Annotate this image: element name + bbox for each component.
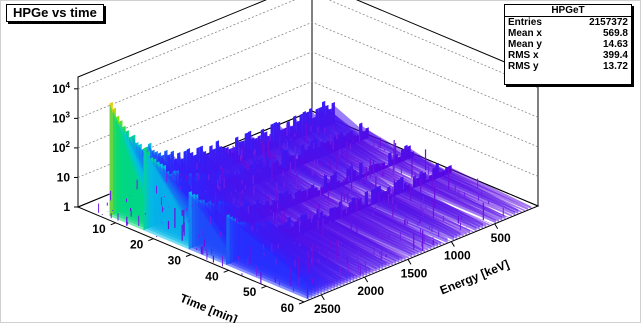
lego-bar-side bbox=[240, 166, 286, 210]
time-tick-label: 50 bbox=[243, 285, 257, 299]
energy-axis-label: Energy [keV] bbox=[438, 257, 511, 297]
lego-bar-side bbox=[331, 103, 366, 140]
time-tick bbox=[148, 238, 154, 242]
stats-box: HPGeT Entries 2157372 Mean x 569.8 Mean … bbox=[504, 4, 632, 85]
time-tick-label: 10 bbox=[92, 222, 106, 236]
stats-row-rms-y: RMS y 13.72 bbox=[505, 61, 631, 72]
energy-tick-label: 2000 bbox=[357, 284, 384, 298]
lego-bar-side bbox=[333, 173, 372, 206]
lego-bar-side bbox=[419, 172, 503, 221]
lego-bar-side bbox=[429, 175, 512, 217]
chart-title: HPGe vs time bbox=[6, 4, 104, 22]
lego-bar-side bbox=[310, 140, 357, 181]
lego-bar-side bbox=[188, 192, 227, 266]
stats-label: Mean y bbox=[508, 39, 542, 50]
grid-line-z bbox=[77, 0, 539, 90]
lego-bar-side bbox=[322, 102, 356, 144]
energy-tick-label: 1000 bbox=[444, 249, 471, 263]
lego-bar-side bbox=[435, 164, 519, 215]
lego-bar-side bbox=[346, 133, 392, 166]
stats-value: 569.8 bbox=[602, 28, 628, 39]
lego-bar-side bbox=[275, 161, 321, 196]
grid-line-z bbox=[77, 21, 539, 119]
lego-bar-side bbox=[359, 163, 397, 196]
stats-label: Entries bbox=[508, 17, 542, 28]
time-tick-label: 30 bbox=[168, 254, 182, 268]
stats-row-rms-x: RMS x 399.4 bbox=[505, 50, 631, 61]
energy-tick bbox=[364, 276, 369, 283]
stats-value: 2157372 bbox=[589, 17, 628, 28]
z-tick-label: 102 bbox=[52, 140, 70, 155]
lego-bar-side bbox=[316, 209, 400, 263]
lego-bar-side bbox=[348, 202, 432, 250]
lego-bar-side bbox=[396, 180, 480, 230]
lego-bar-side bbox=[401, 149, 439, 178]
lego-bar-side bbox=[349, 131, 395, 165]
lego-bar-side bbox=[339, 201, 422, 254]
energy-tick bbox=[494, 223, 499, 230]
lego-bar-side bbox=[281, 151, 328, 193]
lego-bar-side bbox=[413, 176, 496, 224]
time-tick-label: 60 bbox=[281, 301, 295, 315]
lego-bar-side bbox=[381, 163, 420, 186]
lego-bar-side bbox=[330, 141, 376, 173]
z-tick-label: 10 bbox=[57, 170, 71, 184]
lego-bar-side bbox=[388, 153, 426, 184]
stats-value: 14.63 bbox=[602, 39, 628, 50]
time-tick bbox=[110, 222, 116, 226]
stats-label: Mean x bbox=[508, 28, 542, 39]
lego-bar-side bbox=[329, 208, 413, 258]
stats-label: RMS y bbox=[508, 61, 539, 72]
energy-tick-label: 500 bbox=[491, 231, 511, 245]
stats-row-entries: Entries 2157372 bbox=[505, 17, 631, 28]
stats-row-mean-x: Mean x 569.8 bbox=[505, 28, 631, 39]
energy-tick-label: 2500 bbox=[314, 302, 341, 316]
lego-bar-side bbox=[143, 148, 189, 250]
grid-line-z bbox=[77, 81, 539, 178]
time-tick-label: 20 bbox=[130, 238, 144, 252]
energy-tick bbox=[320, 294, 325, 301]
lego-bar-side bbox=[378, 164, 417, 188]
lego-bar-side bbox=[371, 190, 455, 241]
stats-label: RMS x bbox=[508, 50, 539, 61]
lego-bar-side bbox=[109, 103, 144, 231]
time-tick-label: 40 bbox=[205, 269, 219, 283]
stats-row-mean-y: Mean y 14.63 bbox=[505, 39, 631, 50]
lego-bar-side bbox=[432, 168, 516, 216]
time-tick bbox=[223, 269, 229, 273]
lego-bar-side bbox=[339, 132, 386, 169]
lego-bar-side bbox=[333, 137, 379, 172]
lego-bar-side bbox=[445, 167, 529, 211]
energy-tick bbox=[450, 241, 455, 247]
z-tick-label: 103 bbox=[52, 110, 70, 125]
stats-value: 13.72 bbox=[602, 61, 628, 72]
time-tick bbox=[185, 254, 192, 257]
time-tick bbox=[298, 301, 305, 305]
stats-name: HPGeT bbox=[505, 5, 631, 17]
lego-bar-side bbox=[365, 128, 411, 159]
grid-line-z bbox=[77, 51, 539, 149]
lego-bar-side bbox=[359, 123, 405, 161]
time-axis-label: Time [min] bbox=[178, 291, 239, 323]
z-tick-label: 104 bbox=[52, 81, 70, 96]
lego-bar-side bbox=[226, 215, 310, 300]
energy-tick bbox=[407, 259, 412, 265]
stats-value: 399.4 bbox=[602, 50, 628, 61]
lego-bar-side bbox=[313, 215, 397, 265]
z-tick-label: 1 bbox=[63, 200, 70, 214]
time-tick bbox=[261, 285, 267, 289]
lego-bar-side bbox=[448, 166, 532, 209]
energy-tick-label: 1500 bbox=[401, 266, 428, 280]
lego-bar-side bbox=[387, 187, 471, 234]
lego-bar-side bbox=[320, 141, 366, 177]
